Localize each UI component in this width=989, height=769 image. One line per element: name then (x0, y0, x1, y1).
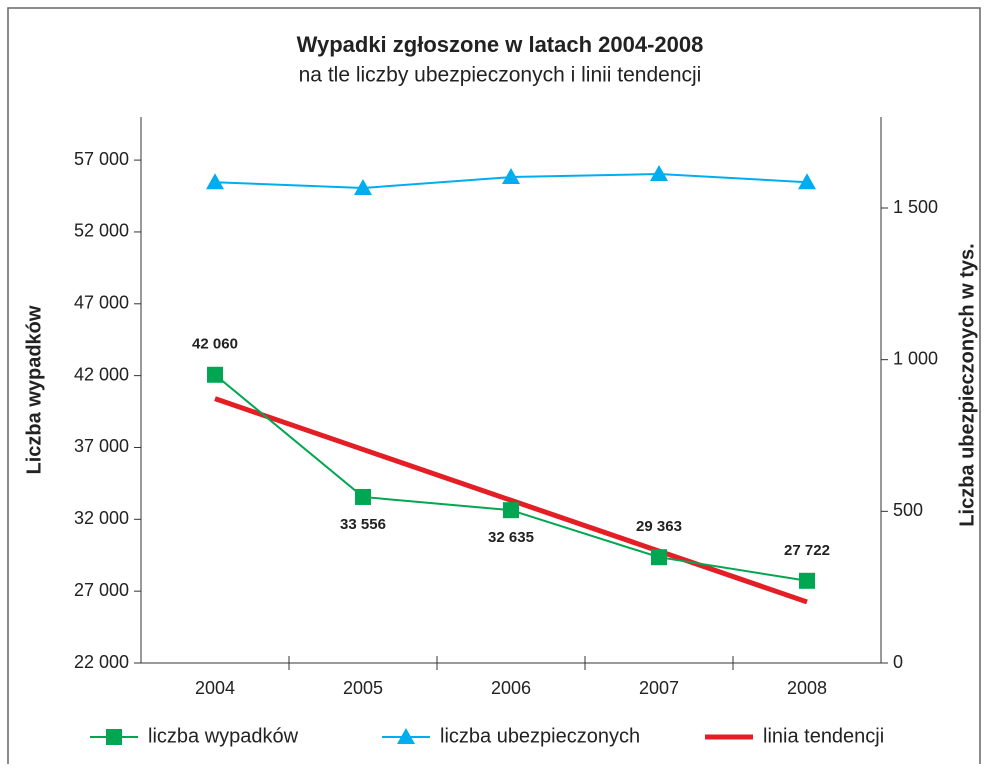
legend-label: linia tendencji (763, 725, 884, 747)
y2-axis-label: Liczba ubezpieczonych w tys. (956, 243, 978, 526)
y2-tick-label: 500 (893, 500, 923, 520)
marker (207, 366, 223, 383)
x-tick-label: 2008 (787, 678, 827, 698)
marker (503, 502, 519, 519)
marker (799, 572, 815, 589)
data-label: 33 556 (340, 516, 386, 533)
y-tick-label: 32 000 (74, 508, 129, 528)
data-label: 42 060 (192, 336, 238, 353)
x-tick-label: 2007 (639, 678, 679, 698)
marker (206, 173, 224, 190)
y-tick-label: 42 000 (74, 364, 129, 384)
x-tick-label: 2005 (343, 678, 383, 698)
x-tick-label: 2004 (195, 678, 235, 698)
data-label: 32 635 (488, 529, 534, 546)
y-tick-label: 47 000 (74, 293, 129, 313)
y2-tick-label: 1 000 (893, 348, 938, 368)
data-label: 29 363 (636, 518, 682, 535)
chart-title: Wypadki zgłoszone w latach 2004-2008 (297, 32, 704, 57)
frame (7, 7, 981, 769)
y2-tick-label: 0 (893, 652, 903, 672)
chart-subtitle: na tle liczby ubezpieczonych i linii ten… (299, 64, 702, 87)
legend-label: liczba wypadków (148, 725, 299, 747)
y-tick-label: 27 000 (74, 580, 129, 600)
legend-marker (397, 728, 415, 744)
y-tick-label: 52 000 (74, 221, 129, 241)
y-tick-label: 22 000 (74, 652, 129, 672)
marker (798, 173, 816, 190)
marker (650, 165, 668, 182)
y-tick-label: 37 000 (74, 436, 129, 456)
legend-marker (106, 729, 122, 745)
y-tick-label: 57 000 (74, 149, 129, 169)
y-axis-label: Liczba wypadków (23, 305, 45, 474)
trend-line (214, 396, 808, 605)
marker (354, 178, 372, 195)
marker (651, 549, 667, 566)
x-tick-label: 2006 (491, 678, 531, 698)
legend-label: liczba ubezpieczonych (440, 725, 640, 747)
marker (355, 488, 371, 505)
marker (502, 168, 520, 185)
y2-tick-label: 1 500 (893, 197, 938, 217)
data-label: 27 722 (784, 542, 830, 559)
